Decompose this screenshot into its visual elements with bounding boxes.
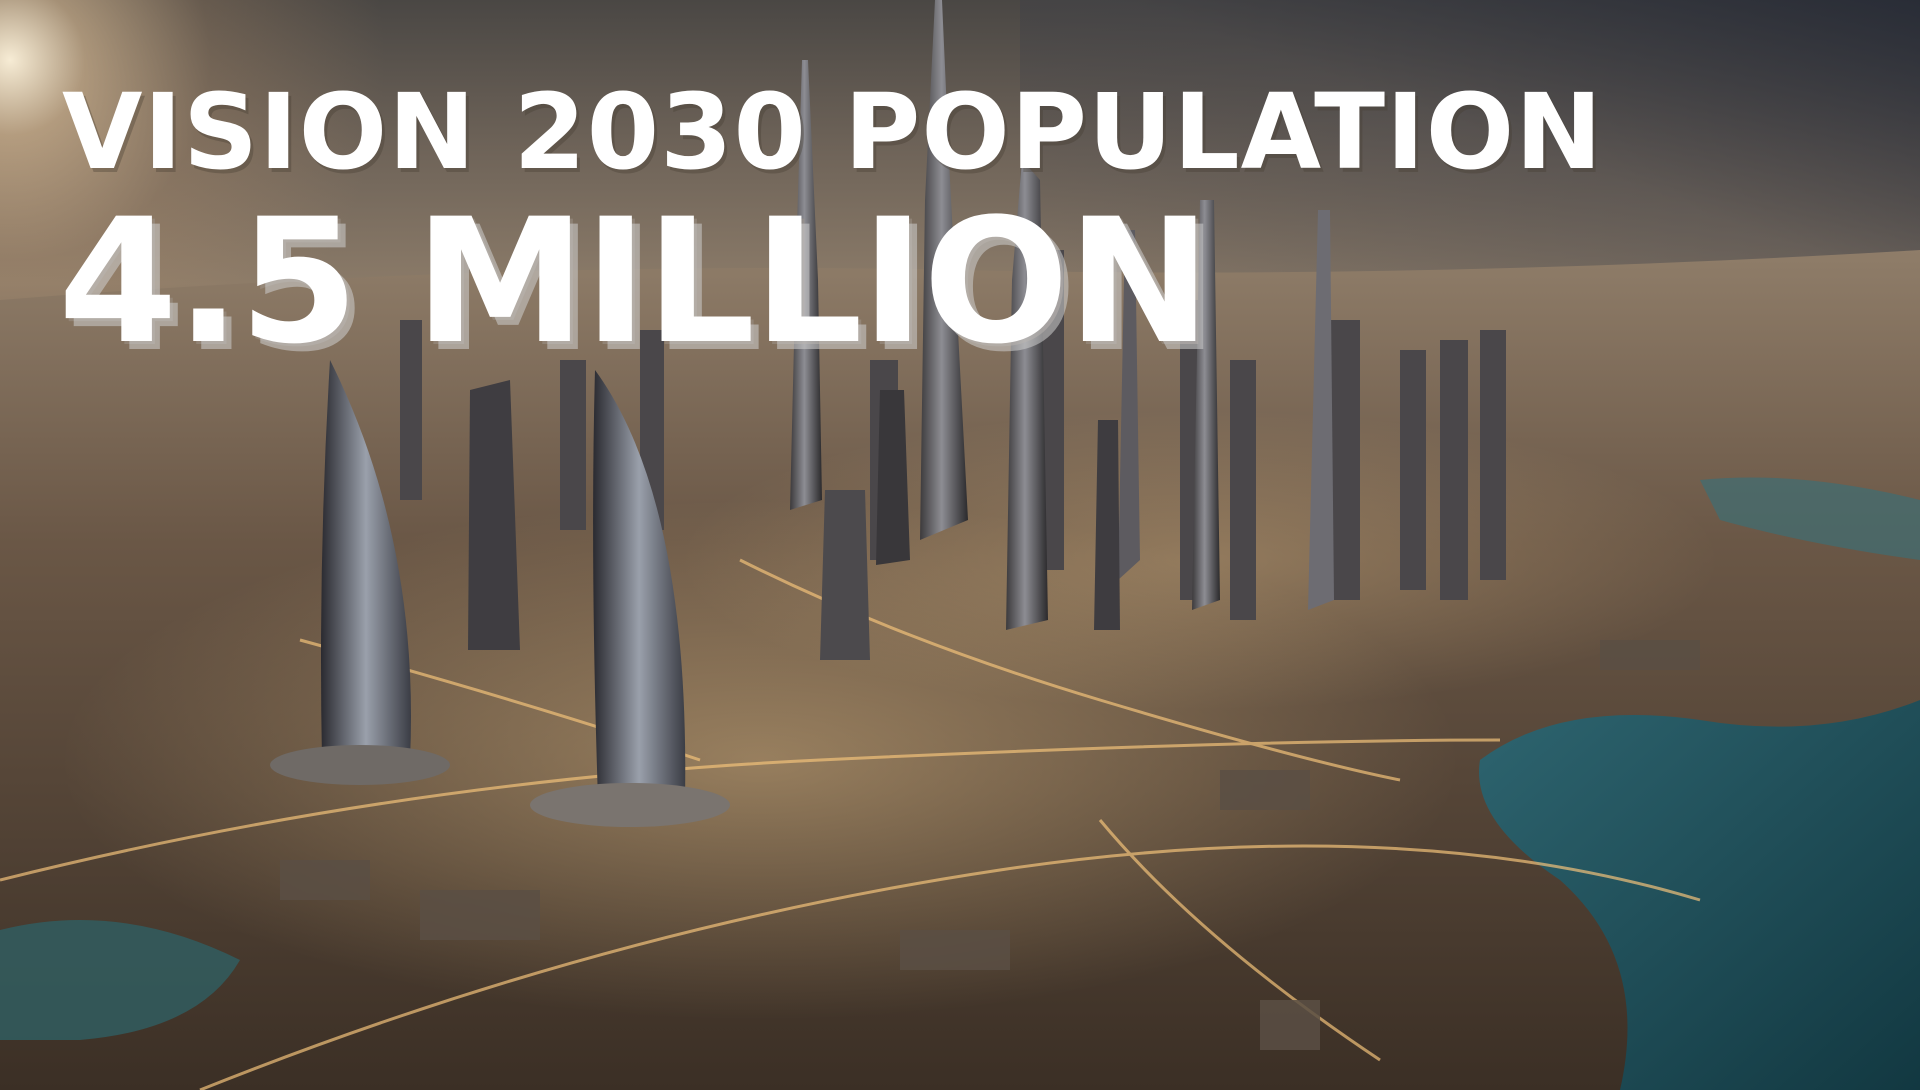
sail-towers xyxy=(270,360,730,827)
lagoon-water xyxy=(1700,477,1920,560)
headline-title: VISION 2030 POPULATION xyxy=(62,71,1604,193)
sea-water xyxy=(1479,700,1920,1090)
supertall-towers xyxy=(790,0,1334,660)
foreground-buildings xyxy=(280,640,1700,1050)
distant-skyline xyxy=(400,250,1506,620)
bay-water xyxy=(0,920,240,1040)
population-figure: 4.5 MILLION xyxy=(58,181,1211,382)
